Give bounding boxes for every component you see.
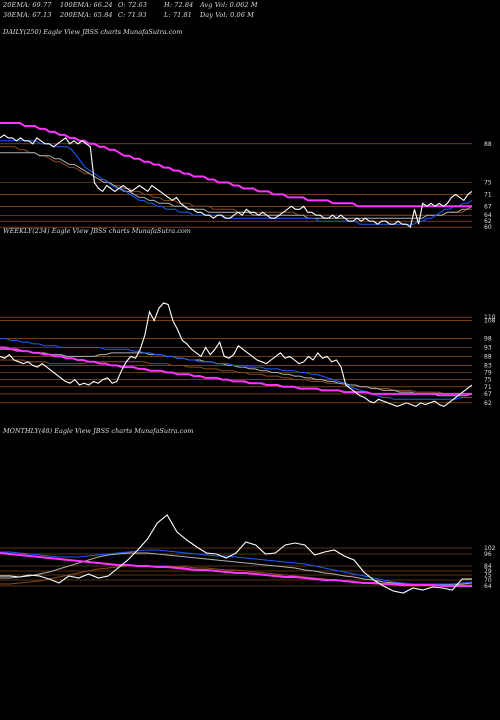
daily-ema-brown-line (0, 146, 472, 216)
weekly-tick-label: 67 (484, 391, 492, 398)
monthly-tick-label: 64 (484, 583, 492, 590)
monthly-tick-label: 79 (484, 568, 492, 575)
monthly-tick-label: 102 (484, 545, 496, 552)
weekly-ema-magenta-line (0, 346, 472, 395)
avg-vol-readout: Avg Vol: 0.062 M (200, 1, 258, 9)
monthly-panel-label: MONTHLY(48) Eagle View JBSS charts Munaf… (3, 427, 194, 435)
monthly-tick-label: 70 (484, 577, 492, 584)
daily-panel-label: DAILY(250) Eagle View JBSS charts Munafa… (3, 28, 183, 36)
weekly-tick-label: 75 (484, 377, 492, 384)
daily-tick-label: 71 (484, 191, 492, 198)
monthly-ema-magenta-line (0, 552, 472, 587)
daily-tick-label: 67 (484, 203, 492, 210)
day-vol-readout: Day Vol: 0.06 M (200, 11, 254, 19)
ema100-readout: 100EMA: 66.24 (60, 1, 113, 9)
low-readout: L: 71.81 (164, 11, 192, 19)
daily-ema-magenta-line (0, 122, 472, 208)
daily-tick-label: 62 (484, 218, 492, 225)
daily-tick-label: 75 (484, 180, 492, 187)
weekly-tick-label: 98 (484, 336, 492, 343)
weekly-tick-label: 110 (484, 314, 496, 321)
high-readout: H: 72.84 (164, 1, 194, 9)
weekly-tick-label: 79 (484, 370, 492, 377)
weekly-tick-label: 108 (484, 318, 496, 325)
weekly-ema-fast-line (0, 338, 472, 400)
open-readout: O: 72.63 (118, 1, 147, 9)
ema20-readout: 20EMA: 69.77 (3, 1, 52, 9)
weekly-tick-label: 93 (484, 345, 492, 352)
daily-tick-label: 60 (484, 224, 492, 231)
monthly-tick-label: 96 (484, 551, 492, 558)
close-readout: C: 71.93 (118, 11, 147, 19)
weekly-tick-label: 62 (484, 400, 492, 407)
weekly-tick-label: 88 (484, 353, 492, 360)
weekly-tick-label: 83 (484, 362, 492, 369)
ema200-readout: 200EMA: 65.84 (60, 11, 113, 19)
daily-price-line (0, 134, 473, 229)
daily-tick-label: 88 (484, 141, 492, 148)
weekly-price-line (0, 302, 473, 408)
monthly-price-line (0, 514, 472, 594)
ema30-readout: 30EMA: 67.13 (3, 11, 52, 19)
daily-ema-mid-line (0, 152, 473, 219)
weekly-ema-mid-line (0, 348, 473, 397)
weekly-panel-label: WEEKLY(234) Eagle View JBSS charts Munaf… (3, 227, 191, 235)
monthly-tick-label: 84 (484, 563, 492, 570)
daily-tick-label: 64 (484, 212, 492, 219)
monthly-tick-label: 75 (484, 572, 492, 579)
monthly-ema-fast-line (0, 549, 473, 585)
weekly-tick-label: 71 (484, 384, 492, 391)
